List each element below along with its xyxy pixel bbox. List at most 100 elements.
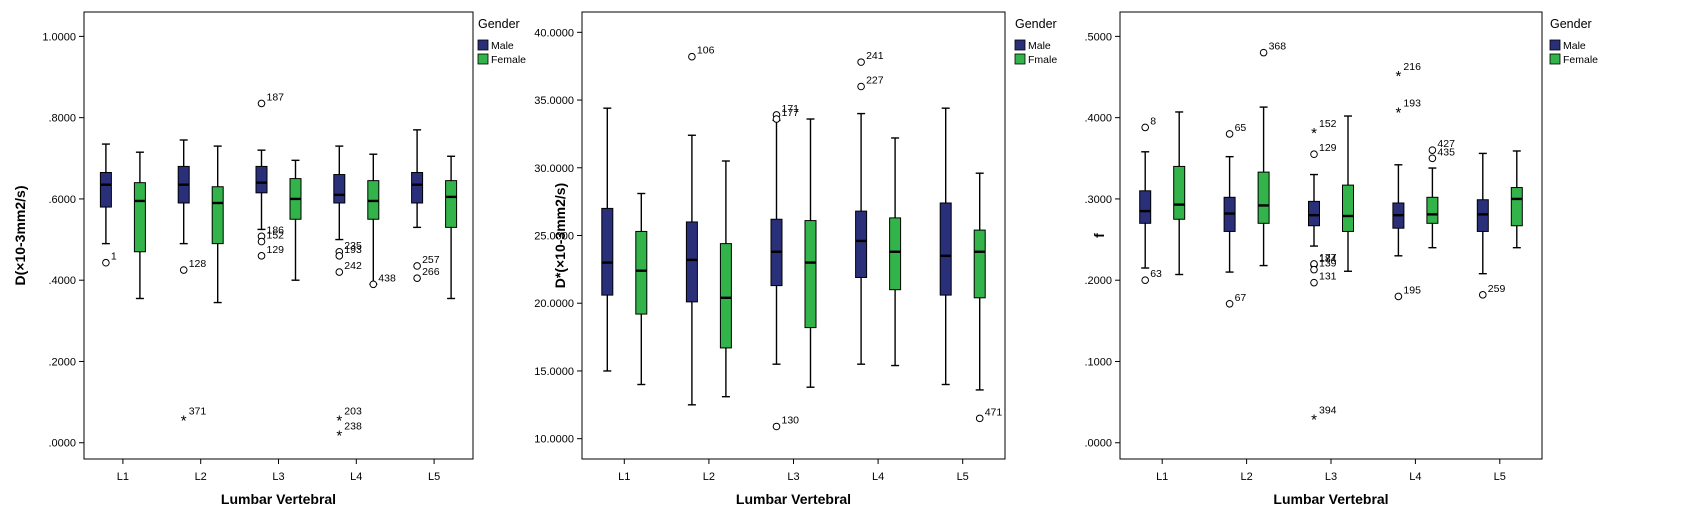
outlier-circle-marker bbox=[1310, 265, 1318, 274]
legend-label-fmale: Fmale bbox=[1028, 54, 1057, 66]
chart-panel-1: .0000 .2000 .4000 .6000 .8000 1.0000 L1 L2 L3 L4 L… bbox=[12, 11, 526, 507]
y-tick-label: .5000 bbox=[1084, 31, 1112, 43]
outlier-circle-marker bbox=[772, 115, 781, 123]
y-tick-label: .2000 bbox=[1084, 275, 1112, 287]
outlier-label: 238 bbox=[344, 421, 362, 433]
y-tick-label: .3000 bbox=[1084, 194, 1112, 206]
box-male-l3 bbox=[1308, 173, 1320, 247]
y-tick-label: 35.0000 bbox=[534, 95, 574, 107]
box-body bbox=[411, 172, 424, 204]
box-body bbox=[1510, 187, 1523, 227]
y-tick-label: 20.0000 bbox=[534, 298, 574, 310]
y-tick-label: 1.0000 bbox=[42, 31, 76, 43]
x-tick-label: L2 bbox=[195, 471, 207, 483]
box-body bbox=[99, 172, 112, 208]
outlier-star-marker: * bbox=[1311, 412, 1317, 429]
x-tick-label: L1 bbox=[1156, 471, 1168, 483]
outlier-label: 242 bbox=[344, 260, 362, 272]
box-body bbox=[601, 207, 614, 296]
outlier-label: 241 bbox=[866, 50, 884, 62]
box-male-l1 bbox=[99, 143, 112, 245]
box-female-l3 bbox=[1342, 115, 1354, 272]
outlier-label: 177 bbox=[1319, 252, 1337, 264]
outlier-label: 128 bbox=[189, 258, 207, 270]
outlier-circle-marker bbox=[257, 252, 266, 260]
x-axis-title: Lumbar Vertebral bbox=[1273, 491, 1388, 507]
outlier-label: 106 bbox=[697, 45, 715, 57]
box-female-l5 bbox=[1510, 150, 1523, 249]
outlier-star-marker: * bbox=[336, 428, 342, 445]
outlier-circle-marker bbox=[688, 52, 696, 61]
outlier-circle-marker bbox=[257, 99, 266, 108]
outlier-circle-marker bbox=[772, 422, 781, 431]
x-tick-label: L3 bbox=[787, 471, 799, 483]
box-body bbox=[211, 186, 224, 245]
outlier-label: 152 bbox=[1319, 118, 1337, 130]
y-axis-title: D*(×10-3mm2/s) bbox=[552, 183, 568, 288]
box-body bbox=[1308, 200, 1320, 227]
outlier-label: 257 bbox=[422, 254, 440, 266]
outlier-label: 371 bbox=[189, 406, 207, 418]
outlier-label: 427 bbox=[1437, 138, 1455, 150]
outlier-label: 1 bbox=[111, 251, 117, 263]
box-male-l5 bbox=[1476, 152, 1489, 275]
box-male-l2 bbox=[1223, 155, 1236, 273]
box-female-l5 bbox=[445, 155, 458, 300]
box-body bbox=[1426, 196, 1439, 224]
box-male-l2 bbox=[685, 134, 698, 406]
y-tick-label: .0000 bbox=[1084, 438, 1112, 450]
box-male-l5 bbox=[939, 107, 952, 386]
outlier-circle-marker bbox=[413, 262, 421, 270]
y-tick-label: .4000 bbox=[48, 275, 76, 287]
outlier-circle-marker bbox=[1310, 278, 1318, 287]
box-body bbox=[635, 230, 648, 315]
box-female-l2 bbox=[1257, 106, 1270, 267]
outlier-label: 186 bbox=[267, 224, 285, 236]
legend-swatch-male bbox=[1014, 39, 1026, 51]
legend-label-male: Male bbox=[1563, 40, 1586, 52]
outlier-circle-marker bbox=[857, 58, 865, 66]
box-body bbox=[133, 182, 146, 253]
outlier-label: 394 bbox=[1319, 405, 1337, 417]
box-fmale-l3 bbox=[804, 118, 817, 388]
x-tick-label: L3 bbox=[1325, 471, 1337, 483]
box-body bbox=[1173, 165, 1186, 220]
outlier-label: 139 bbox=[1319, 258, 1337, 270]
outlier-label: 266 bbox=[422, 266, 440, 278]
outlier-label: 187 bbox=[267, 91, 285, 103]
box-male-l1 bbox=[1139, 151, 1152, 269]
box-male-l2 bbox=[177, 139, 190, 245]
x-tick-label: L5 bbox=[428, 471, 440, 483]
outlier-circle-marker bbox=[857, 82, 865, 91]
box-body bbox=[1342, 184, 1354, 232]
x-tick-label: L3 bbox=[272, 471, 284, 483]
outlier-star-marker: * bbox=[1395, 68, 1401, 85]
outlier-circle-marker bbox=[102, 258, 110, 267]
box-female-l4 bbox=[1426, 167, 1439, 249]
outlier-label: 203 bbox=[344, 406, 362, 418]
chart-panel-2: 10.0000 15.0000 20.0000 25.0000 30.0000 35.00… bbox=[534, 11, 1057, 507]
outlier-circle-marker bbox=[1141, 123, 1149, 132]
y-axis-title: D(×10-3mm2/s) bbox=[12, 186, 28, 286]
outlier-star-marker: * bbox=[1395, 105, 1401, 122]
outlier-label: 63 bbox=[1150, 268, 1162, 280]
outlier-label: 227 bbox=[866, 75, 884, 87]
outlier-star-marker: * bbox=[336, 413, 342, 430]
outlier-label: 129 bbox=[267, 244, 285, 256]
outlier-circle-marker bbox=[1394, 292, 1403, 301]
outlier-label: 259 bbox=[1488, 283, 1506, 295]
outlier-circle-marker bbox=[413, 274, 421, 282]
outlier-label: 152 bbox=[267, 230, 285, 242]
box-fmale-l1 bbox=[635, 192, 648, 386]
box-body bbox=[889, 217, 902, 291]
box-male-l3 bbox=[770, 119, 783, 365]
outlier-star-marker: * bbox=[181, 413, 187, 430]
x-tick-label: L4 bbox=[350, 471, 362, 483]
y-tick-label: 25.0000 bbox=[534, 231, 574, 243]
y-tick-label: 10.0000 bbox=[534, 434, 574, 446]
y-tick-label: .4000 bbox=[1084, 113, 1112, 125]
x-tick-label: L1 bbox=[117, 471, 129, 483]
box-male-l4 bbox=[855, 112, 868, 365]
box-male-l5 bbox=[411, 129, 424, 229]
outlier-circle-marker bbox=[1225, 299, 1234, 308]
